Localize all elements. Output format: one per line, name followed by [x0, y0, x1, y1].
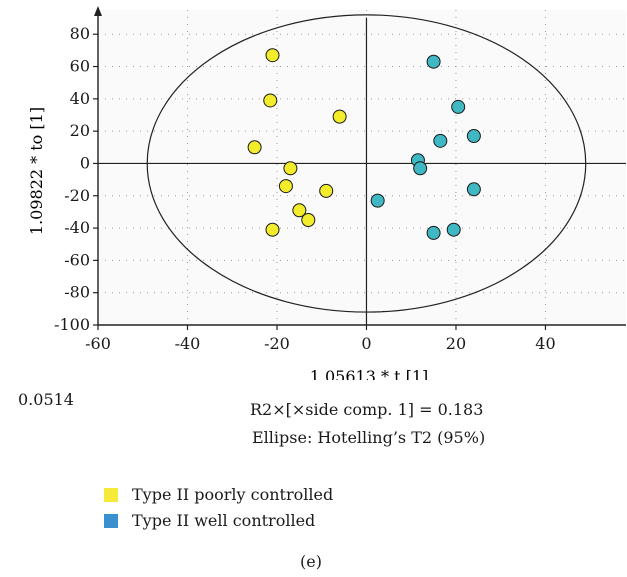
data-point	[446, 222, 461, 237]
x-tick-label: -60	[85, 334, 111, 353]
grid-lines	[98, 10, 626, 325]
data-point	[265, 222, 280, 237]
data-point	[265, 48, 280, 63]
y-tick-label: -20	[64, 186, 90, 205]
x-tick-label: -20	[264, 334, 290, 353]
y-tick-label: -40	[64, 218, 90, 237]
data-point	[247, 140, 262, 155]
data-point	[426, 225, 441, 240]
data-point	[433, 133, 448, 148]
y-tick-label: 20	[70, 121, 90, 140]
legend-label: Type II well controlled	[132, 511, 316, 530]
data-points	[247, 48, 481, 240]
data-point	[278, 179, 293, 194]
y-tick-label: 60	[70, 57, 90, 76]
legend-item-poorly-controlled: Type II poorly controlled	[104, 485, 333, 504]
plot-area	[98, 10, 626, 325]
x-tick-label: -40	[175, 334, 201, 353]
legend-label: Type II poorly controlled	[132, 485, 334, 504]
axes	[93, 6, 626, 330]
x-tick-label: 20	[446, 334, 466, 353]
data-point	[451, 99, 466, 114]
y-tick-label: 40	[70, 89, 90, 108]
data-point	[301, 213, 316, 227]
x-tick-label: 0	[361, 334, 371, 353]
y-tick-label: 80	[70, 24, 90, 43]
data-point	[370, 193, 385, 208]
y-tick-label: -60	[64, 250, 90, 269]
left-value-text: 0.0514	[18, 390, 74, 409]
x-axis-label: 1.05613 * t [1]	[310, 367, 429, 380]
legend-swatch-blue	[104, 513, 118, 528]
data-point	[292, 203, 307, 218]
y-tick-label: 0	[80, 153, 90, 172]
data-point	[263, 93, 278, 108]
x-tick-label: 40	[535, 334, 555, 353]
data-point	[319, 183, 334, 198]
y-tick-label: -100	[54, 315, 90, 334]
legend-swatch-yellow	[104, 487, 118, 502]
legend-item-well-controlled: Type II well controlled	[104, 511, 315, 530]
data-point	[426, 54, 441, 69]
ellipse-text: Ellipse: Hotelling’s T2 (95%)	[252, 428, 486, 447]
y-axis-label: 1.09822 * to [1]	[27, 107, 46, 235]
panel-label: (e)	[300, 552, 322, 571]
tick-labels: -100 -80 -60 -40 -20 0 20 40 60 80 -60 -40 -20 0 20 40	[54, 24, 556, 353]
y-axis-arrow-icon	[94, 6, 102, 16]
data-point	[413, 161, 428, 176]
data-point	[332, 109, 347, 124]
data-point	[283, 161, 298, 176]
y-tick-label: -80	[64, 283, 90, 302]
data-point	[466, 129, 481, 143]
data-point	[466, 182, 481, 197]
r2-text: R2×[×side comp. 1] = 0.183	[250, 400, 484, 419]
